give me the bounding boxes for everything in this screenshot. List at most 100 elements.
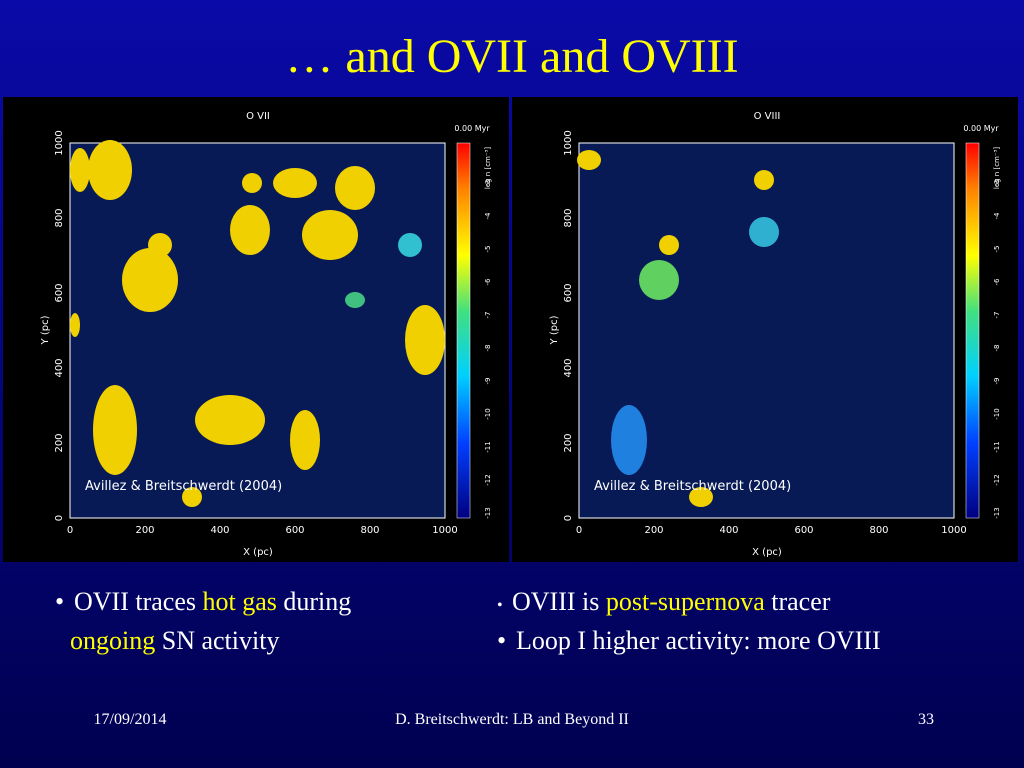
- x-tick-label: 1000: [941, 525, 966, 536]
- x-tick-label: 400: [719, 525, 738, 536]
- credit: Avillez & Breitschwerdt (2004): [85, 479, 282, 494]
- x-tick-label: 600: [285, 525, 304, 536]
- time-label: 0.00 Myr: [454, 124, 490, 133]
- colorbar-tick-label: -7: [993, 312, 1001, 319]
- credit: Avillez & Breitschwerdt (2004): [594, 479, 791, 494]
- x-axis-label: X (pc): [752, 547, 782, 558]
- y-tick-label: 200: [563, 433, 574, 452]
- x-tick-label: 0: [576, 525, 582, 536]
- time-label: 0.00 Myr: [963, 124, 999, 133]
- figure-panel: O VIII 0.00 Myr log n [cm⁻³] -13 -12 -11 -10 -9…: [512, 97, 1018, 562]
- gas-cloud: [611, 405, 647, 475]
- gas-cloud: [659, 235, 679, 255]
- bullets: • OVII traces hot gas during ongoing SN ac…: [55, 587, 881, 655]
- gas-cloud: [398, 233, 422, 257]
- bullet-text: OVIII is post-supernova tracer: [512, 587, 831, 616]
- gas-cloud: [242, 173, 262, 193]
- gas-cloud: [577, 150, 601, 170]
- y-tick-label: 800: [54, 208, 65, 227]
- bullet-text: Loop I higher activity: more OVIII: [516, 626, 881, 655]
- colorbar-tick-label: -9: [484, 378, 492, 385]
- text-span: OVII traces: [74, 587, 203, 616]
- colorbar-tick-label: -13: [484, 507, 492, 518]
- y-tick-label: 400: [54, 358, 65, 377]
- gas-cloud: [122, 248, 178, 312]
- colorbar-tick-label: -10: [484, 408, 492, 419]
- panel-title: O VIII: [754, 111, 781, 122]
- highlighted-text: hot gas: [203, 587, 277, 616]
- x-axis-label: X (pc): [243, 547, 273, 558]
- x-tick-label: 400: [210, 525, 229, 536]
- text-span: Loop I higher activity: more OVIII: [516, 626, 881, 655]
- gas-cloud: [749, 217, 779, 247]
- text-span: during: [277, 587, 351, 616]
- colorbar-tick-label: -6: [484, 278, 492, 286]
- colorbar-tick-label: -11: [484, 441, 492, 452]
- y-tick-label: 1000: [563, 130, 574, 155]
- gas-cloud: [405, 305, 445, 375]
- highlighted-text: ongoing: [70, 626, 155, 655]
- y-tick-label: 600: [54, 283, 65, 302]
- colorbar-tick-label: -6: [993, 278, 1001, 286]
- gas-cloud: [639, 260, 679, 300]
- bullet-text: ongoing SN activity: [70, 626, 279, 655]
- text-span: OVIII is: [512, 587, 606, 616]
- y-tick-label: 600: [563, 283, 574, 302]
- colorbar-tick-label: -9: [993, 378, 1001, 385]
- gas-cloud: [182, 487, 202, 507]
- colorbar-tick-label: -8: [484, 345, 492, 352]
- bullet-symbol: •: [497, 597, 503, 614]
- y-tick-label: 800: [563, 208, 574, 227]
- gas-cloud: [273, 168, 317, 198]
- figure-panel: O VII 0.00 Myr log n [cm⁻³] -13 -12 -11 -10 -9 -…: [3, 97, 509, 562]
- y-tick-label: 1000: [54, 130, 65, 155]
- slide-title: … and OVII and OVIII: [285, 30, 738, 83]
- colorbar-label: log n [cm⁻³]: [484, 147, 492, 189]
- page-number: 33: [918, 711, 934, 728]
- highlighted-text: post-supernova: [606, 587, 765, 616]
- y-tick-label: 400: [563, 358, 574, 377]
- y-tick-label: 0: [54, 515, 65, 521]
- colorbar-tick-label: -3: [484, 180, 492, 187]
- y-tick-label: 200: [54, 433, 65, 452]
- gas-cloud: [302, 210, 358, 260]
- colorbar-tick-label: -10: [993, 408, 1001, 419]
- colorbar: [965, 142, 980, 519]
- colorbar-tick-label: -11: [993, 441, 1001, 452]
- y-tick-label: 0: [563, 515, 574, 521]
- colorbar-tick-label: -12: [993, 474, 1001, 485]
- colorbar-tick-label: -4: [484, 212, 492, 220]
- colorbar-label: log n [cm⁻³]: [993, 147, 1001, 189]
- x-tick-label: 600: [794, 525, 813, 536]
- bullet-symbol: •: [497, 626, 506, 655]
- x-tick-label: 800: [360, 525, 379, 536]
- bullet-text: OVII traces hot gas during: [74, 587, 351, 616]
- gas-cloud: [88, 140, 132, 200]
- x-tick-label: 200: [135, 525, 154, 536]
- gas-cloud: [290, 410, 320, 470]
- x-tick-label: 200: [644, 525, 663, 536]
- colorbar-tick-label: -4: [993, 212, 1001, 220]
- panel-title: O VII: [246, 111, 270, 122]
- colorbar-tick-label: -12: [484, 474, 492, 485]
- gas-cloud: [93, 385, 137, 475]
- y-axis-label: Y (pc): [40, 315, 51, 345]
- colorbar-tick-label: -3: [993, 180, 1001, 187]
- figures: O VII 0.00 Myr log n [cm⁻³] -13 -12 -11 -10 -9 -…: [3, 97, 1018, 562]
- colorbar-tick-label: -5: [484, 246, 492, 253]
- footer-title: D. Breitschwerdt: LB and Beyond II: [395, 711, 629, 728]
- y-axis-label: Y (pc): [549, 315, 560, 345]
- colorbar-tick-label: -8: [993, 345, 1001, 352]
- colorbar-tick-label: -5: [993, 246, 1001, 253]
- x-tick-label: 1000: [432, 525, 457, 536]
- gas-cloud: [70, 313, 80, 337]
- colorbar-tick-label: -13: [993, 507, 1001, 518]
- bullet-symbol: •: [55, 587, 64, 616]
- x-tick-label: 800: [869, 525, 888, 536]
- gas-cloud: [335, 166, 375, 210]
- text-span: SN activity: [155, 626, 279, 655]
- gas-cloud: [70, 148, 90, 192]
- footer-date: 17/09/2014: [94, 711, 167, 728]
- text-span: tracer: [765, 587, 831, 616]
